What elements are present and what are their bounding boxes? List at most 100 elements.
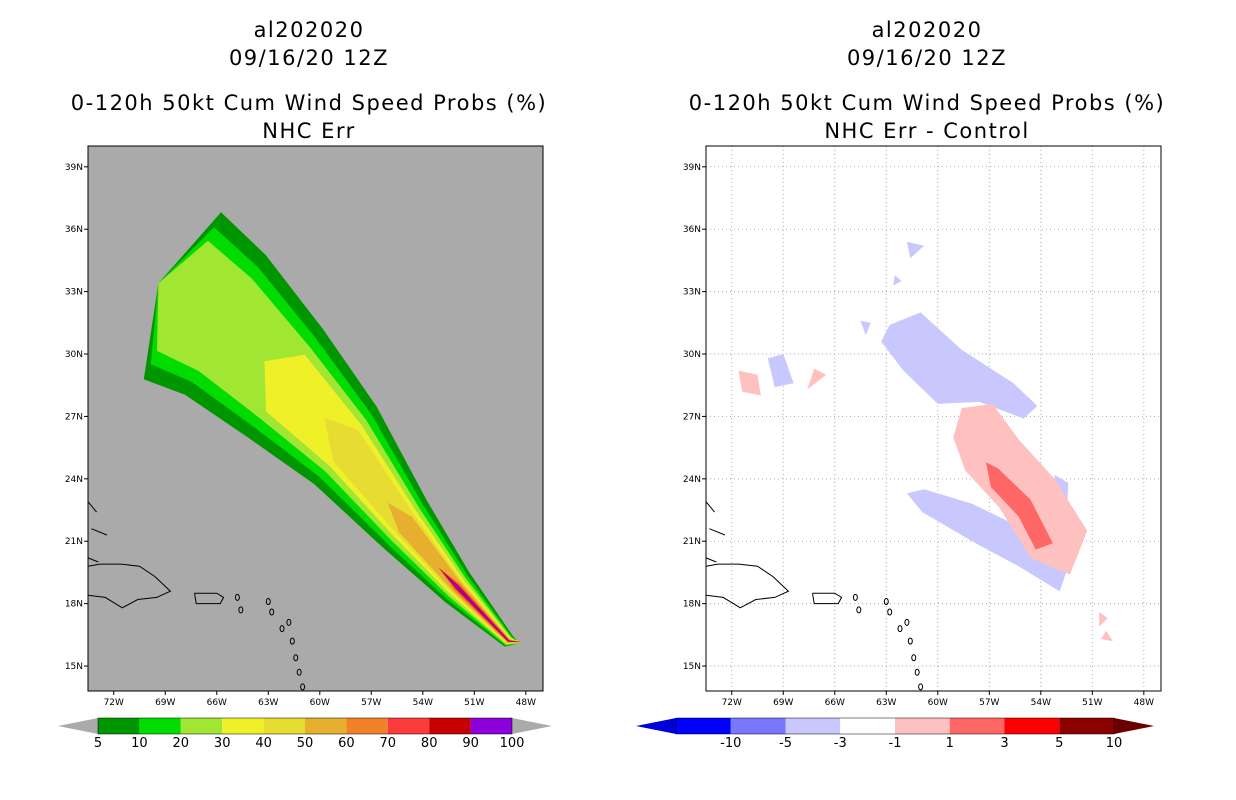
- plot-frame: [705, 145, 1162, 692]
- colorbar-label: -3: [834, 736, 847, 751]
- valid-time-title: 09/16/20 12Z: [228, 46, 390, 70]
- contour-band-50: [387, 502, 522, 643]
- island: [907, 637, 913, 645]
- coastline: [705, 501, 715, 513]
- colorbar-label: 100: [500, 736, 525, 751]
- colorbar-swatch: [840, 718, 895, 734]
- island: [279, 625, 285, 633]
- colorbar-label: 5: [94, 736, 102, 751]
- colorbar-swatch: [429, 718, 471, 734]
- colorbar-arrow-low: [636, 718, 676, 734]
- difference-blob: [881, 312, 1038, 419]
- difference-blob: [1099, 612, 1108, 627]
- x-tick-label: 60W: [928, 698, 948, 708]
- island: [286, 618, 292, 626]
- x-tick-label: 72W: [722, 698, 742, 708]
- colorbar-label: 60: [338, 736, 355, 751]
- y-tick-label: 15N: [65, 662, 83, 672]
- colorbar-outline: [97, 717, 513, 735]
- colorbar-swatch: [387, 718, 430, 734]
- island: [265, 598, 271, 606]
- coastline: [709, 528, 726, 536]
- island: [269, 608, 275, 616]
- colorbar-label: 5: [1055, 736, 1063, 751]
- contour-band-70: [439, 568, 522, 643]
- colorbar-swatch: [1004, 718, 1060, 734]
- colorbar-label: 10: [1106, 736, 1123, 751]
- colorbar-swatch: [895, 718, 950, 734]
- colorbar-label: 1: [946, 736, 954, 751]
- x-tick-label: 51W: [464, 698, 484, 708]
- difference-blob: [953, 403, 1088, 575]
- island: [887, 608, 893, 616]
- colorbar-swatch: [470, 718, 512, 734]
- left-panel: al202020 09/16/20 12Z 0-120h 50kt Cum Wi…: [58, 18, 552, 751]
- probability-contours: [143, 212, 522, 647]
- coastline: [812, 592, 843, 605]
- x-tick-label: 54W: [1031, 698, 1051, 708]
- colorbar-label: 40: [255, 736, 272, 751]
- island: [293, 654, 299, 662]
- y-tick-label: 27N: [683, 412, 701, 422]
- colorbar-swatch: [139, 718, 181, 734]
- colorbar-label: -5: [779, 736, 792, 751]
- difference-blob: [893, 275, 902, 286]
- y-tick-label: 39N: [683, 163, 701, 173]
- colorbar-label: 20: [173, 736, 190, 751]
- colorbar-label: 3: [1000, 736, 1008, 751]
- coastlines: [87, 501, 306, 691]
- coastline: [87, 557, 99, 563]
- y-tick-label: 30N: [65, 350, 83, 360]
- island: [911, 654, 917, 662]
- y-tick-label: 15N: [683, 662, 701, 672]
- experiment-title: NHC Err - Control: [824, 119, 1030, 143]
- x-tick-label: 48W: [1134, 698, 1154, 708]
- colorbar-swatch: [676, 718, 731, 734]
- colorbar-label: 90: [462, 736, 479, 751]
- colorbar-label: 50: [297, 736, 314, 751]
- x-tick-label: 66W: [825, 698, 845, 708]
- colorbar-arrow-low: [58, 718, 98, 734]
- island: [238, 606, 244, 614]
- x-tick-label: 63W: [258, 698, 278, 708]
- difference-blob: [767, 354, 794, 388]
- difference-map: 72W 69W 66W 63W 60W 57W 54W 51W 48W 15N 18N 21N 24N 2…: [636, 145, 1162, 751]
- y-tick-label: 30N: [683, 350, 701, 360]
- product-title: 0-120h 50kt Cum Wind Speed Probs (%): [70, 91, 548, 115]
- y-tick-label: 36N: [683, 225, 701, 235]
- colorbar: 5 10 20 30 40 50 60 70 80 90 100: [58, 717, 552, 751]
- colorbar-label: -1: [889, 736, 902, 751]
- coastline: [87, 501, 97, 513]
- difference-contours: [738, 241, 1113, 642]
- x-tick-label: 54W: [413, 698, 433, 708]
- colorbar: -10 -5 -3 -1 1 3 5 10: [636, 717, 1154, 751]
- y-tick-label: 18N: [65, 600, 83, 610]
- island: [234, 593, 240, 601]
- island: [914, 668, 920, 676]
- y-tick-label: 24N: [65, 475, 83, 485]
- colorbar-swatch: [730, 718, 786, 734]
- plot-frame: [87, 145, 544, 692]
- colorbar-swatch: [1059, 718, 1114, 734]
- probability-map: 72W 69W 66W 63W 60W 57W 54W 51W 48W 15N 18N 21N 24N 2…: [58, 145, 552, 751]
- colorbar-label: 80: [421, 736, 438, 751]
- x-tick-label: 51W: [1082, 698, 1102, 708]
- contour-band-40: [324, 417, 522, 644]
- storm-id-title: al202020: [253, 18, 365, 42]
- y-tick-label: 18N: [683, 600, 701, 610]
- x-tick-label: 60W: [310, 698, 330, 708]
- x-tick-label: 69W: [773, 698, 793, 708]
- x-tick-label: 57W: [979, 698, 999, 708]
- colorbar-outline: [675, 717, 1115, 735]
- colorbar-arrow-high: [512, 718, 552, 734]
- colorbar-swatch: [346, 718, 388, 734]
- x-tick-label: 48W: [516, 698, 536, 708]
- coastline: [705, 563, 790, 609]
- colorbar-arrow-high: [1114, 718, 1154, 734]
- island: [300, 683, 306, 691]
- difference-blob: [860, 320, 871, 336]
- island: [289, 637, 295, 645]
- colorbar-label: -10: [720, 736, 741, 751]
- island: [852, 593, 858, 601]
- difference-blob: [738, 370, 761, 396]
